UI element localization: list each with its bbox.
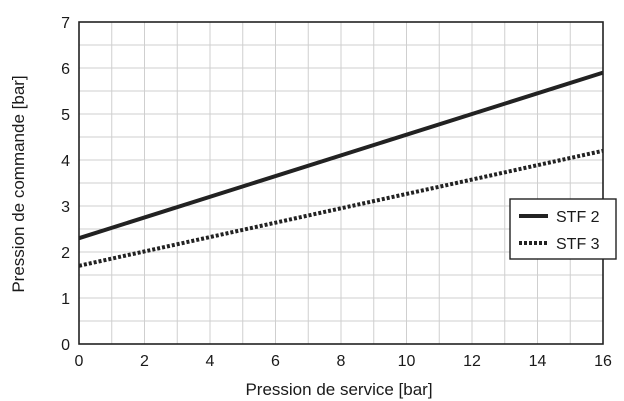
y-tick-label: 7 (61, 15, 70, 32)
series-layer (78, 70, 604, 268)
series-line-2 (78, 148, 604, 268)
x-tick-label: 14 (529, 353, 547, 370)
legend: STF 2 STF 3 (509, 198, 617, 260)
legend-label-1: STF 2 (556, 209, 600, 226)
x-tick-label: 6 (271, 353, 280, 370)
x-tick-label: 4 (206, 353, 215, 370)
series-line-1 (78, 70, 604, 241)
x-tick-label: 0 (75, 353, 84, 370)
x-tick-label: 16 (594, 353, 612, 370)
x-tick-labels: 0 2 4 6 8 10 12 14 16 (75, 353, 612, 370)
y-tick-label: 5 (61, 107, 70, 124)
grid (79, 22, 603, 344)
y-tick-label: 0 (61, 337, 70, 354)
y-tick-label: 1 (61, 291, 70, 308)
y-tick-labels: 0 1 2 3 4 5 6 7 (61, 15, 70, 354)
plot-border (78, 21, 604, 345)
x-tick-label: 8 (337, 353, 346, 370)
x-tick-label: 10 (398, 353, 416, 370)
legend-box (509, 198, 617, 260)
x-tick-label: 2 (140, 353, 149, 370)
y-tick-label: 4 (61, 153, 70, 170)
y-tick-label: 2 (61, 245, 70, 262)
y-tick-label: 6 (61, 61, 70, 78)
x-tick-label: 12 (463, 353, 481, 370)
y-axis-label: Pression de commande [bar] (9, 75, 28, 292)
y-tick-label: 3 (61, 199, 70, 216)
x-axis-label: Pression de service [bar] (245, 380, 432, 399)
legend-label-2: STF 3 (556, 236, 600, 253)
